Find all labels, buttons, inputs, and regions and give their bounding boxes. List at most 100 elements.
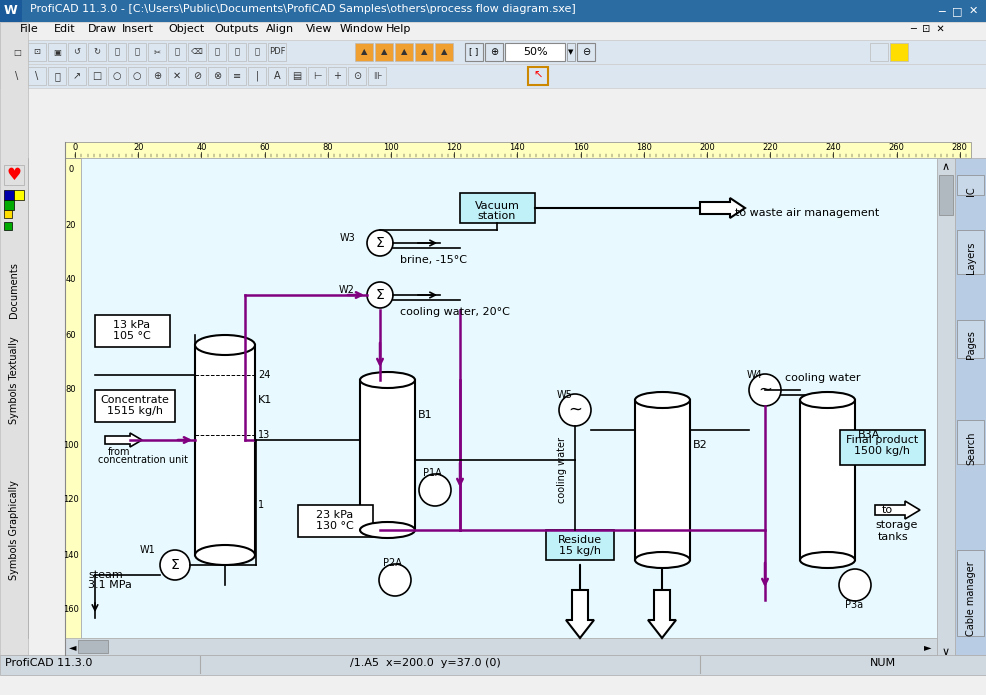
Text: 15 kg/h: 15 kg/h — [559, 546, 601, 556]
Bar — [128, 43, 146, 61]
Text: ⊡: ⊡ — [34, 47, 40, 56]
Text: cooling water: cooling water — [557, 437, 567, 503]
Text: Final product: Final product — [846, 435, 918, 445]
Text: \: \ — [16, 71, 19, 81]
Text: 3.1 MPa: 3.1 MPa — [88, 580, 132, 590]
Bar — [48, 67, 66, 85]
Text: View: View — [306, 24, 332, 34]
Bar — [0, 0, 22, 22]
Circle shape — [749, 374, 781, 406]
Text: Insert: Insert — [122, 24, 154, 34]
Text: Pages: Pages — [966, 331, 976, 359]
Bar — [966, 3, 980, 17]
Text: 130 °C: 130 °C — [317, 521, 354, 531]
Text: ⊕: ⊕ — [153, 71, 161, 81]
Ellipse shape — [800, 392, 855, 408]
Text: ↺: ↺ — [74, 47, 81, 56]
Circle shape — [160, 550, 190, 580]
Text: station: station — [478, 211, 517, 221]
Bar — [0, 22, 986, 40]
Bar — [228, 67, 246, 85]
Text: Symbols Textually: Symbols Textually — [9, 336, 19, 424]
FancyArrow shape — [566, 590, 594, 638]
Text: ⌒: ⌒ — [54, 71, 60, 81]
Ellipse shape — [800, 552, 855, 568]
Bar — [957, 175, 984, 195]
Text: tanks: tanks — [878, 532, 909, 542]
Text: 40: 40 — [196, 143, 207, 152]
Text: IC: IC — [966, 186, 976, 196]
Text: ⊗: ⊗ — [213, 71, 221, 81]
Text: cooling water, 20°C: cooling water, 20°C — [400, 307, 510, 317]
Text: □: □ — [13, 47, 21, 56]
Text: 180: 180 — [636, 143, 652, 152]
Text: ▤: ▤ — [293, 71, 302, 81]
Bar — [168, 43, 186, 61]
Text: ProfiCAD 11.3.0: ProfiCAD 11.3.0 — [5, 658, 93, 668]
Bar — [505, 43, 565, 61]
Circle shape — [839, 569, 871, 601]
Text: ○: ○ — [112, 71, 121, 81]
Bar — [0, 655, 986, 675]
Bar — [465, 43, 483, 61]
Text: 160: 160 — [573, 143, 589, 152]
Bar — [415, 43, 433, 61]
Bar — [88, 67, 106, 85]
FancyArrow shape — [875, 501, 920, 519]
Bar — [108, 67, 126, 85]
Text: ≡: ≡ — [233, 71, 241, 81]
Bar — [65, 638, 937, 655]
Text: ✂: ✂ — [154, 47, 161, 56]
Text: ▼: ▼ — [568, 49, 574, 55]
Text: ▲: ▲ — [381, 47, 387, 56]
Bar — [528, 67, 548, 85]
Text: Align: Align — [266, 24, 294, 34]
Text: Outputs: Outputs — [214, 24, 258, 34]
Text: 220: 220 — [762, 143, 778, 152]
Bar — [957, 320, 984, 358]
Bar — [0, 40, 986, 64]
Bar — [208, 67, 226, 85]
Text: NUM: NUM — [870, 658, 896, 668]
FancyArrow shape — [105, 433, 142, 447]
Text: ~: ~ — [568, 401, 582, 419]
Text: from: from — [108, 447, 130, 457]
Bar — [4, 190, 14, 200]
Text: A: A — [274, 71, 280, 81]
Bar — [4, 222, 12, 230]
Text: P3a: P3a — [845, 600, 863, 610]
Bar — [81, 158, 937, 638]
Ellipse shape — [635, 552, 690, 568]
Bar — [840, 430, 925, 465]
Text: 60: 60 — [259, 143, 270, 152]
Text: concentration unit: concentration unit — [98, 455, 188, 465]
Text: 13: 13 — [258, 430, 270, 440]
Ellipse shape — [360, 522, 415, 538]
Text: 40: 40 — [66, 275, 76, 284]
Text: +: + — [333, 71, 341, 81]
Bar — [298, 505, 373, 537]
Text: Object: Object — [168, 24, 204, 34]
Bar — [65, 158, 81, 658]
Text: □: □ — [93, 71, 102, 81]
Bar — [955, 158, 986, 655]
Bar — [88, 43, 106, 61]
Text: 24: 24 — [258, 370, 270, 380]
Text: ○: ○ — [133, 71, 141, 81]
Bar — [8, 67, 26, 85]
Bar — [14, 190, 24, 200]
Text: ⊘: ⊘ — [193, 71, 201, 81]
Text: 100: 100 — [63, 441, 79, 450]
FancyArrow shape — [700, 198, 745, 218]
Text: ▲: ▲ — [441, 47, 448, 56]
Text: P1A: P1A — [423, 468, 442, 478]
Text: Symbols Graphically: Symbols Graphically — [9, 480, 19, 580]
Text: 23 kPa: 23 kPa — [317, 510, 354, 520]
Text: 20: 20 — [133, 143, 143, 152]
Circle shape — [379, 564, 411, 596]
Bar — [395, 43, 413, 61]
Text: B1: B1 — [418, 410, 433, 420]
Bar — [435, 43, 453, 61]
Bar — [0, 22, 28, 655]
Text: PDF: PDF — [269, 47, 285, 56]
